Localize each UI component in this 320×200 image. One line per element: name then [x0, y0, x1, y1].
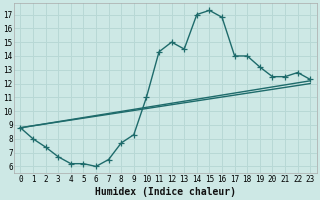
X-axis label: Humidex (Indice chaleur): Humidex (Indice chaleur) — [95, 186, 236, 197]
